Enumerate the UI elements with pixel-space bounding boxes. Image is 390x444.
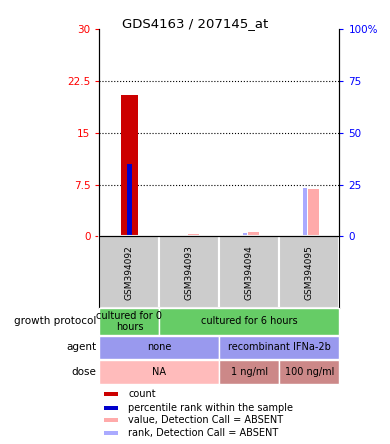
FancyBboxPatch shape: [219, 237, 279, 308]
Text: NA: NA: [152, 367, 167, 377]
Text: GSM394093: GSM394093: [185, 245, 194, 300]
Bar: [127, 164, 132, 237]
FancyBboxPatch shape: [99, 237, 160, 308]
Text: 1 ng/ml: 1 ng/ml: [231, 367, 268, 377]
FancyBboxPatch shape: [99, 336, 219, 359]
FancyBboxPatch shape: [160, 309, 339, 335]
FancyBboxPatch shape: [160, 237, 219, 308]
Bar: [248, 232, 259, 237]
FancyBboxPatch shape: [279, 237, 339, 308]
Text: percentile rank within the sample: percentile rank within the sample: [128, 403, 293, 412]
FancyBboxPatch shape: [99, 360, 219, 384]
Text: count: count: [128, 389, 156, 399]
Text: agent: agent: [66, 342, 96, 353]
Text: cultured for 6 hours: cultured for 6 hours: [201, 317, 298, 326]
Bar: [243, 233, 247, 237]
Bar: [104, 431, 118, 435]
Text: GSM394095: GSM394095: [305, 245, 314, 300]
Text: none: none: [147, 342, 172, 353]
Bar: [183, 235, 187, 237]
Text: GDS4163 / 207145_at: GDS4163 / 207145_at: [122, 17, 268, 30]
Bar: [188, 234, 199, 237]
Bar: [104, 406, 118, 409]
Text: growth protocol: growth protocol: [14, 317, 96, 326]
Bar: [104, 392, 118, 396]
Text: cultured for 0
hours: cultured for 0 hours: [96, 311, 162, 332]
Bar: [121, 95, 138, 237]
Text: 100 ng/ml: 100 ng/ml: [285, 367, 334, 377]
FancyBboxPatch shape: [99, 309, 160, 335]
Text: recombinant IFNa-2b: recombinant IFNa-2b: [228, 342, 331, 353]
Bar: [308, 190, 319, 237]
Bar: [104, 418, 118, 422]
Text: rank, Detection Call = ABSENT: rank, Detection Call = ABSENT: [128, 428, 278, 438]
Text: GSM394092: GSM394092: [125, 245, 134, 300]
FancyBboxPatch shape: [219, 360, 279, 384]
FancyBboxPatch shape: [219, 336, 339, 359]
Text: dose: dose: [72, 367, 96, 377]
FancyBboxPatch shape: [279, 360, 339, 384]
Text: GSM394094: GSM394094: [245, 245, 254, 300]
Text: value, Detection Call = ABSENT: value, Detection Call = ABSENT: [128, 415, 284, 425]
Bar: [303, 188, 307, 237]
